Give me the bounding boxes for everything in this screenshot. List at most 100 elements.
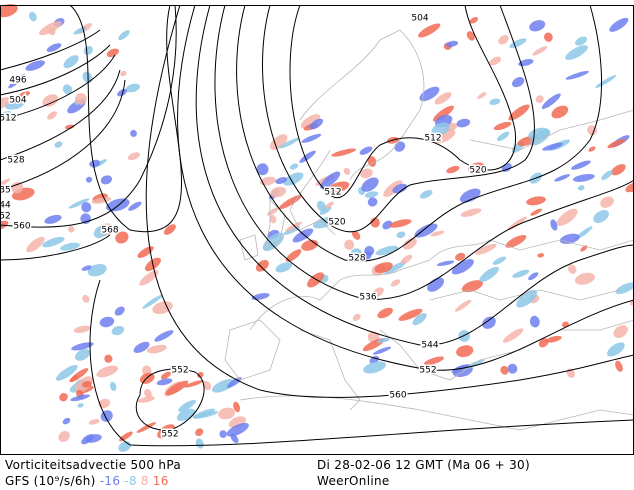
- contour-label: 568: [101, 226, 118, 236]
- vorticity-blob: [367, 197, 378, 207]
- vorticity-blob: [455, 252, 466, 261]
- vorticity-blob: [46, 43, 62, 52]
- vorticity-blob: [613, 325, 628, 338]
- vorticity-blob: [593, 210, 609, 223]
- vorticity-blob: [565, 45, 589, 60]
- vorticity-blob: [0, 220, 9, 231]
- vorticity-blob: [219, 430, 227, 438]
- vorticity-blob: [96, 365, 118, 378]
- vorticity-blob: [289, 163, 299, 170]
- vorticity-blob: [71, 342, 94, 351]
- vorticity-blob: [68, 226, 75, 233]
- vorticity-blob: [505, 234, 527, 248]
- vorticity-blob: [195, 438, 204, 449]
- legend-value: -8: [124, 474, 137, 488]
- vorticity-blob: [383, 180, 403, 197]
- vorticity-blob: [81, 434, 94, 445]
- vorticity-blob: [279, 137, 300, 149]
- vorticity-blob: [445, 40, 459, 48]
- vorticity-blob: [390, 279, 401, 287]
- vorticity-blob: [230, 433, 239, 444]
- contour-label: 536: [359, 293, 376, 303]
- vorticity-blob: [516, 289, 538, 308]
- vorticity-blob: [344, 239, 355, 250]
- vorticity-blob: [278, 194, 302, 210]
- vorticity-blob: [419, 189, 433, 199]
- vorticity-blob: [77, 403, 84, 408]
- legend-value: 16: [152, 474, 169, 488]
- vorticity-blob: [412, 313, 427, 326]
- vorticity-blob: [489, 98, 501, 106]
- vorticity-blob: [577, 185, 585, 191]
- vorticity-blob: [104, 354, 113, 363]
- vorticity-blob: [500, 365, 509, 375]
- vorticity-blob: [59, 393, 68, 402]
- vorticity-blob: [184, 380, 204, 388]
- vorticity-blob: [403, 237, 417, 250]
- vorticity-blob: [556, 208, 578, 226]
- vorticity-blob: [85, 176, 93, 183]
- vorticity-blob: [42, 236, 65, 248]
- vorticity-blob: [572, 173, 595, 182]
- vorticity-fields: [0, 4, 634, 452]
- vorticity-blob: [398, 308, 423, 321]
- vorticity-blob: [142, 294, 163, 309]
- vorticity-blob: [152, 301, 173, 315]
- vorticity-blob: [551, 105, 569, 119]
- vorticity-blob: [262, 232, 285, 252]
- vorticity-blob: [361, 177, 379, 192]
- vorticity-blob: [559, 233, 580, 244]
- vorticity-blob: [432, 129, 456, 144]
- contour-label: 552: [161, 430, 178, 440]
- vorticity-blob: [466, 31, 475, 41]
- vorticity-blob: [218, 407, 236, 420]
- vorticity-blob: [154, 330, 174, 342]
- vorticity-blob: [144, 389, 152, 398]
- vorticity-blob: [309, 118, 324, 130]
- vorticity-blob: [364, 191, 379, 198]
- vorticity-blob: [275, 177, 287, 184]
- vorticity-blob: [362, 251, 372, 260]
- vorticity-blob: [414, 223, 438, 238]
- vorticity-blob: [477, 92, 487, 99]
- vorticity-blob: [202, 380, 212, 391]
- vorticity-blob: [370, 217, 380, 228]
- vorticity-blob: [537, 253, 545, 258]
- vorticity-blob: [511, 77, 525, 88]
- vorticity-blob: [327, 181, 350, 194]
- vorticity-blob: [60, 242, 80, 251]
- vorticity-blob: [375, 245, 399, 256]
- vorticity-blob: [275, 262, 293, 273]
- vorticity-blob: [459, 188, 481, 203]
- vorticity-blob: [497, 131, 510, 142]
- vorticity-blob: [587, 125, 597, 136]
- vorticity-blob: [400, 254, 413, 265]
- vorticity-blob: [270, 186, 287, 198]
- vorticity-blob: [299, 150, 316, 163]
- vorticity-blob: [432, 105, 455, 122]
- vorticity-blob: [532, 46, 548, 56]
- vorticity-blob: [83, 45, 93, 55]
- vorticity-blob: [312, 216, 336, 229]
- vorticity-blob: [255, 259, 269, 272]
- vorticity-blob: [542, 142, 563, 151]
- vorticity-blob: [580, 245, 588, 252]
- contour-label: 560: [389, 391, 406, 401]
- vorticity-blob: [88, 419, 100, 425]
- vorticity-blob: [125, 83, 141, 93]
- vorticity-blob: [25, 60, 45, 71]
- vorticity-blob: [451, 259, 474, 275]
- vorticity-blob: [73, 325, 91, 333]
- vorticity-blob: [81, 265, 92, 271]
- vorticity-blob: [507, 216, 528, 231]
- vorticity-blob: [325, 201, 334, 209]
- vorticity-blob: [389, 219, 412, 228]
- vorticity-blob: [89, 159, 101, 168]
- vorticity-blob: [588, 146, 596, 152]
- legend: GFS (10⁹/s/6h) -16 -8 8 16: [5, 474, 173, 488]
- vorticity-blob: [431, 122, 450, 136]
- vorticity-blob: [251, 293, 270, 301]
- vorticity-blob: [615, 282, 634, 295]
- vorticity-blob: [436, 260, 455, 267]
